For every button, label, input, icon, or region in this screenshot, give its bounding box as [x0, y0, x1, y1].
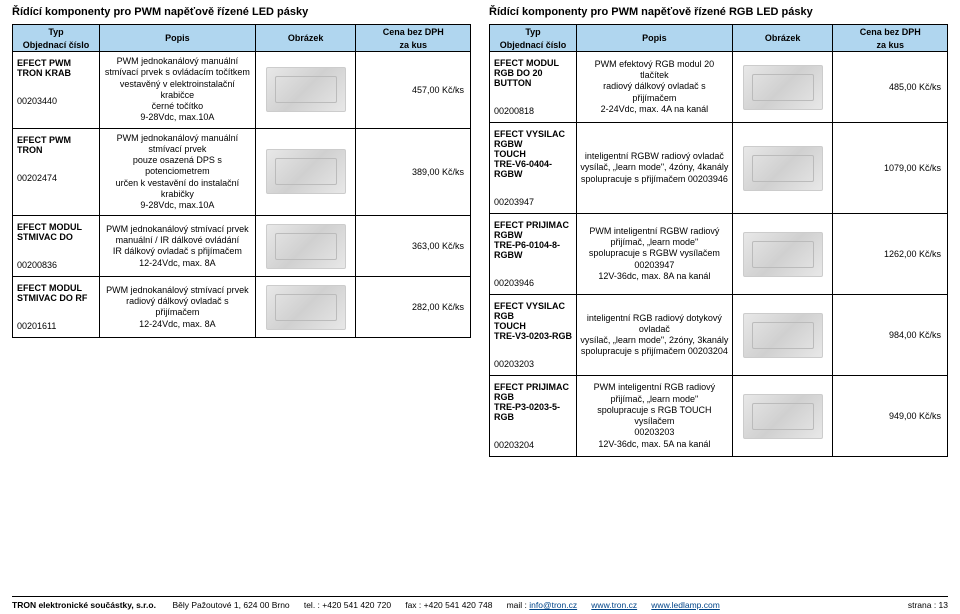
popis-cell: PWM jednokanálový stmívací prvekmanuální… — [100, 216, 256, 277]
obrazek-cell — [732, 123, 833, 214]
right-column: Řídící komponenty pro PWM napěťově řízen… — [489, 6, 948, 465]
cena-cell: 949,00 Kč/ks — [833, 376, 948, 457]
product-image — [743, 232, 823, 277]
cena-cell: 457,00 Kč/ks — [356, 52, 471, 129]
typ-cell: EFECT VYSILAC RGBWTOUCHTRE-V6-0404-RGBW0… — [490, 123, 577, 214]
left-title: Řídící komponenty pro PWM napěťově řízen… — [12, 6, 471, 18]
table-row: EFECT PWM TRON KRAB00203440PWM jednokaná… — [13, 52, 471, 129]
obrazek-cell — [255, 277, 356, 338]
cena-cell: 1262,00 Kč/ks — [833, 214, 948, 295]
page-content: Řídící komponenty pro PWM napěťově řízen… — [12, 6, 948, 465]
cena-cell: 1079,00 Kč/ks — [833, 123, 948, 214]
obj-cislo: 00203947 — [494, 197, 572, 207]
typ-cell: EFECT MODUL STMIVAC DO RF00201611 — [13, 277, 100, 338]
obj-cislo: 00200836 — [17, 260, 95, 270]
table-row: EFECT PWM TRON00202474PWM jednokanálový … — [13, 128, 471, 216]
obj-cislo: 00202474 — [17, 173, 95, 183]
footer-mail-link[interactable]: info@tron.cz — [529, 600, 577, 610]
obrazek-cell — [255, 128, 356, 216]
th-obrazek: Obrázek — [255, 25, 356, 52]
footer-tel: tel. : +420 541 420 720 — [304, 600, 391, 610]
product-image — [743, 146, 823, 191]
obrazek-cell — [732, 376, 833, 457]
product-image — [743, 394, 823, 439]
product-image — [266, 224, 346, 269]
cena-cell: 363,00 Kč/ks — [356, 216, 471, 277]
product-image — [266, 285, 346, 330]
obj-cislo: 00203203 — [494, 359, 572, 369]
table-row: EFECT MODUL STMIVAC DO RF00201611PWM jed… — [13, 277, 471, 338]
popis-cell: PWM jednokanálový manuálnístmívací prvek… — [100, 52, 256, 129]
footer-web1-link[interactable]: www.tron.cz — [591, 600, 637, 610]
product-image — [266, 67, 346, 112]
right-title: Řídící komponenty pro PWM napěťově řízen… — [489, 6, 948, 18]
left-column: Řídící komponenty pro PWM napěťově řízen… — [12, 6, 471, 465]
footer-mail-label: mail : — [507, 600, 527, 610]
footer-address: Běly Pažoutové 1, 624 00 Brno — [172, 600, 289, 610]
obrazek-cell — [255, 216, 356, 277]
table-row: EFECT VYSILAC RGBWTOUCHTRE-V6-0404-RGBW0… — [490, 123, 948, 214]
th-cena-top: Cena bez DPH — [356, 25, 471, 40]
table-row: EFECT VYSILAC RGBTOUCHTRE-V3-0203-RGB002… — [490, 295, 948, 376]
typ-cell: EFECT MODUL RGB DO 20 BUTTON00200818 — [490, 52, 577, 123]
cena-cell: 984,00 Kč/ks — [833, 295, 948, 376]
typ-cell: EFECT VYSILAC RGBTOUCHTRE-V3-0203-RGB002… — [490, 295, 577, 376]
th-cena-bot: za kus — [356, 39, 471, 52]
typ-cell: EFECT PRIJIMAC RGBTRE-P3-0203-5-RGB00203… — [490, 376, 577, 457]
obj-cislo: 00200818 — [494, 106, 572, 116]
th-obrazek: Obrázek — [732, 25, 833, 52]
obj-cislo: 00203946 — [494, 278, 572, 288]
product-image — [743, 65, 823, 110]
th-popis: Popis — [577, 25, 733, 52]
table-row: EFECT PRIJIMAC RGBTRE-P3-0203-5-RGB00203… — [490, 376, 948, 457]
popis-cell: PWM inteligentní RGBW radiovýpřijímač, „… — [577, 214, 733, 295]
th-typ: Typ — [490, 25, 577, 40]
th-typ: Typ — [13, 25, 100, 40]
th-cena-bot: za kus — [833, 39, 948, 52]
obj-cislo: 00203204 — [494, 440, 572, 450]
typ-cell: EFECT PRIJIMAC RGBWTRE-P6-0104-8-RGBW002… — [490, 214, 577, 295]
left-table: Typ Popis Obrázek Cena bez DPH Objednací… — [12, 24, 471, 338]
popis-cell: PWM inteligentní RGB radiovýpřijímač, „l… — [577, 376, 733, 457]
footer-company: TRON elektronické součástky, s.r.o. — [12, 600, 156, 610]
cena-cell: 282,00 Kč/ks — [356, 277, 471, 338]
typ-cell: EFECT PWM TRON KRAB00203440 — [13, 52, 100, 129]
popis-cell: inteligentní RGBW radiový ovladačvysílač… — [577, 123, 733, 214]
right-table: Typ Popis Obrázek Cena bez DPH Objednací… — [489, 24, 948, 457]
cena-cell: 389,00 Kč/ks — [356, 128, 471, 216]
footer-fax: fax : +420 541 420 748 — [405, 600, 492, 610]
product-image — [266, 149, 346, 194]
obrazek-cell — [732, 52, 833, 123]
table-row: EFECT PRIJIMAC RGBWTRE-P6-0104-8-RGBW002… — [490, 214, 948, 295]
obrazek-cell — [255, 52, 356, 129]
obrazek-cell — [732, 214, 833, 295]
obrazek-cell — [732, 295, 833, 376]
obj-cislo: 00201611 — [17, 321, 95, 331]
table-row: EFECT MODUL STMIVAC DO00200836PWM jednok… — [13, 216, 471, 277]
th-obj: Objednací číslo — [490, 39, 577, 52]
th-cena-top: Cena bez DPH — [833, 25, 948, 40]
popis-cell: PWM efektový RGB modul 20 tlačítekradiov… — [577, 52, 733, 123]
table-row: EFECT MODUL RGB DO 20 BUTTON00200818PWM … — [490, 52, 948, 123]
typ-cell: EFECT PWM TRON00202474 — [13, 128, 100, 216]
footer-page: strana : 13 — [908, 600, 948, 610]
th-popis: Popis — [100, 25, 256, 52]
footer: TRON elektronické součástky, s.r.o. Běly… — [12, 596, 948, 610]
typ-cell: EFECT MODUL STMIVAC DO00200836 — [13, 216, 100, 277]
cena-cell: 485,00 Kč/ks — [833, 52, 948, 123]
obj-cislo: 00203440 — [17, 96, 95, 106]
popis-cell: PWM jednokanálový stmívací prvekradiový … — [100, 277, 256, 338]
popis-cell: PWM jednokanálový manuálnístmívací prvek… — [100, 128, 256, 216]
footer-left: TRON elektronické součástky, s.r.o. Běly… — [12, 600, 720, 610]
th-obj: Objednací číslo — [13, 39, 100, 52]
popis-cell: inteligentní RGB radiový dotykovýovladač… — [577, 295, 733, 376]
product-image — [743, 313, 823, 358]
footer-web2-link[interactable]: www.ledlamp.com — [651, 600, 720, 610]
